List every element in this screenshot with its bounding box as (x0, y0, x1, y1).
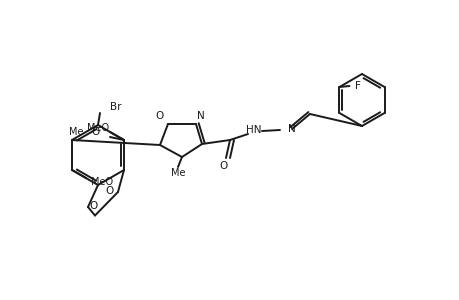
Text: Me: Me (69, 127, 84, 137)
Text: HN: HN (246, 125, 261, 135)
Text: O: O (219, 161, 228, 171)
Text: F: F (354, 81, 360, 91)
Text: O: O (90, 201, 98, 211)
Text: N: N (287, 124, 295, 134)
Text: N: N (197, 111, 204, 121)
Text: MeO: MeO (87, 123, 109, 133)
Text: O: O (156, 111, 164, 121)
Text: O: O (106, 186, 114, 196)
Text: O: O (92, 127, 100, 137)
Text: Me: Me (170, 168, 185, 178)
Text: Br: Br (110, 102, 121, 112)
Text: MeO: MeO (91, 177, 113, 187)
